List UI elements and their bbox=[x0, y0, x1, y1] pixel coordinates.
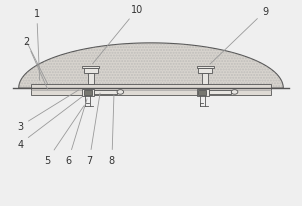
Bar bbox=[82, 89, 95, 97]
Polygon shape bbox=[19, 44, 283, 89]
Text: 9: 9 bbox=[210, 7, 268, 65]
Text: 5: 5 bbox=[44, 106, 84, 165]
Bar bbox=[209, 91, 231, 94]
Bar bbox=[95, 91, 117, 94]
Text: 8: 8 bbox=[109, 95, 115, 165]
Text: 4: 4 bbox=[17, 97, 82, 149]
Text: 3: 3 bbox=[17, 91, 79, 131]
Bar bbox=[198, 90, 206, 96]
Text: 6: 6 bbox=[65, 99, 87, 165]
Bar bbox=[197, 89, 209, 97]
Bar bbox=[84, 90, 92, 96]
Bar bbox=[198, 69, 212, 73]
Bar bbox=[84, 69, 98, 73]
Circle shape bbox=[231, 90, 238, 95]
Text: 10: 10 bbox=[93, 5, 143, 64]
Text: 1: 1 bbox=[34, 9, 40, 81]
Bar bbox=[197, 66, 214, 69]
Circle shape bbox=[117, 90, 124, 95]
Text: 2: 2 bbox=[23, 37, 48, 90]
Bar bbox=[88, 73, 94, 85]
Text: 7: 7 bbox=[86, 94, 100, 165]
Bar bbox=[202, 73, 208, 85]
Bar bbox=[82, 66, 99, 69]
Bar bbox=[31, 85, 271, 96]
